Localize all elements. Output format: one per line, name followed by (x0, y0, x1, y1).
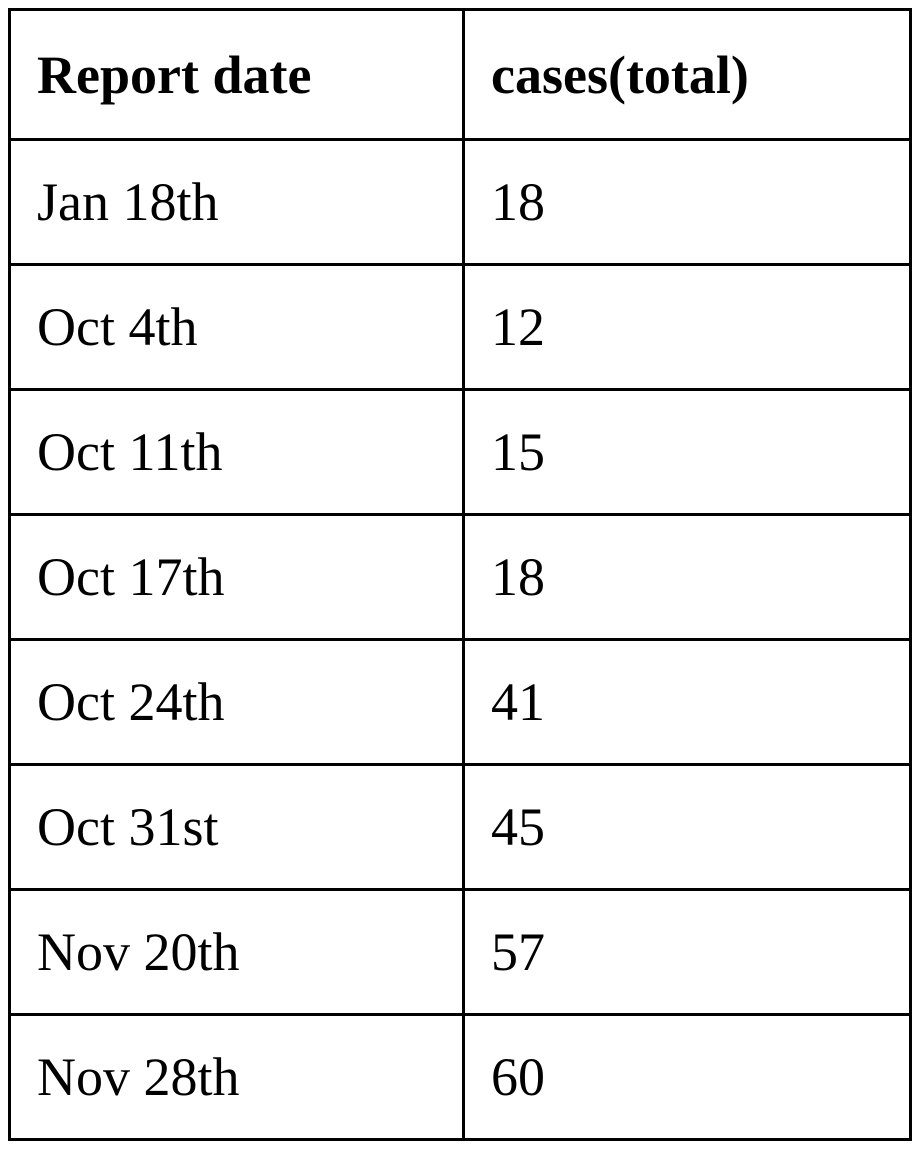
table-row: Jan 18th 18 (8, 138, 912, 266)
cell-cases: 57 (462, 888, 912, 1016)
cell-cases: 12 (462, 263, 912, 391)
table-row: Nov 20th 57 (8, 888, 912, 1016)
header-report-date: Report date (8, 8, 465, 141)
cases-table: Report date cases(total) Jan 18th 18 Oct… (8, 8, 912, 1141)
cell-cases: 18 (462, 138, 912, 266)
cell-cases: 15 (462, 388, 912, 516)
header-cases-total: cases(total) (462, 8, 912, 141)
cell-cases: 60 (462, 1013, 912, 1141)
table-row: Oct 4th 12 (8, 263, 912, 391)
table-row: Oct 11th 15 (8, 388, 912, 516)
cell-report-date: Oct 31st (8, 763, 465, 891)
cell-report-date: Oct 17th (8, 513, 465, 641)
cell-report-date: Oct 4th (8, 263, 465, 391)
table-row: Oct 17th 18 (8, 513, 912, 641)
cell-report-date: Oct 24th (8, 638, 465, 766)
cell-cases: 41 (462, 638, 912, 766)
table-row: Nov 28th 60 (8, 1013, 912, 1141)
cell-report-date: Jan 18th (8, 138, 465, 266)
cell-cases: 18 (462, 513, 912, 641)
table-header-row: Report date cases(total) (8, 8, 912, 141)
table-row: Oct 31st 45 (8, 763, 912, 891)
table-row: Oct 24th 41 (8, 638, 912, 766)
cell-report-date: Nov 28th (8, 1013, 465, 1141)
cell-cases: 45 (462, 763, 912, 891)
cell-report-date: Oct 11th (8, 388, 465, 516)
cell-report-date: Nov 20th (8, 888, 465, 1016)
